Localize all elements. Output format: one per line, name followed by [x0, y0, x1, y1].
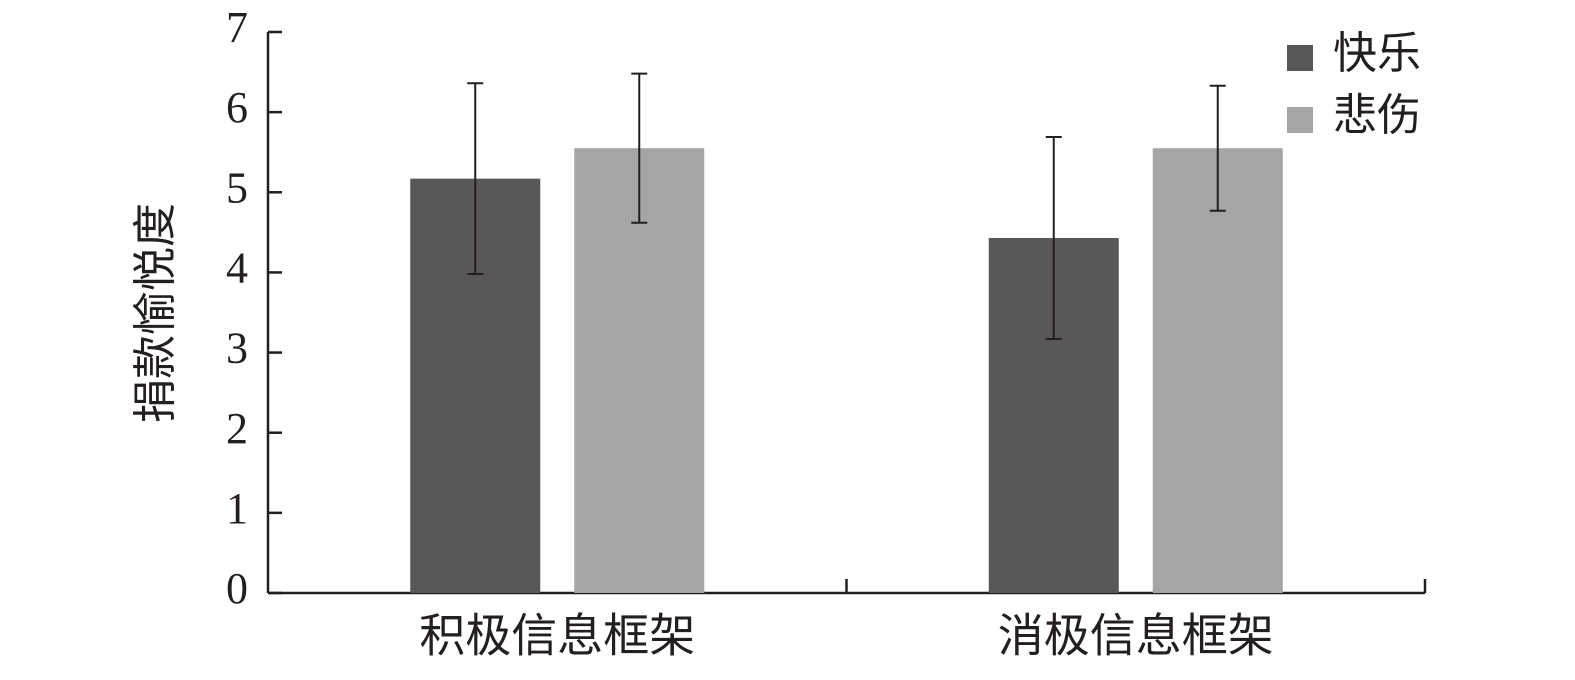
legend-label: 快乐	[1333, 29, 1421, 78]
y-tick-label: 5	[226, 163, 248, 212]
y-tick-label: 7	[226, 3, 248, 52]
error-bar	[467, 82, 484, 276]
legend-swatch	[1287, 107, 1313, 133]
bar	[1152, 148, 1283, 593]
y-tick-label: 4	[226, 244, 248, 293]
legend-label: 悲伤	[1333, 91, 1421, 140]
y-axis-label: 捐款愉悦度	[131, 203, 180, 423]
legend-swatch	[1287, 45, 1313, 71]
error-bar	[1209, 84, 1226, 212]
error-bar	[631, 72, 648, 224]
x-tick-label: 消极信息框架	[998, 611, 1274, 662]
error-bar	[1045, 135, 1062, 340]
y-tick-label: 3	[226, 324, 248, 373]
y-tick-label: 0	[226, 564, 248, 613]
y-tick-label: 6	[226, 83, 248, 132]
y-tick-label: 1	[226, 484, 248, 533]
x-tick-label: 积极信息框架	[419, 611, 695, 662]
y-tick-label: 2	[226, 404, 248, 453]
